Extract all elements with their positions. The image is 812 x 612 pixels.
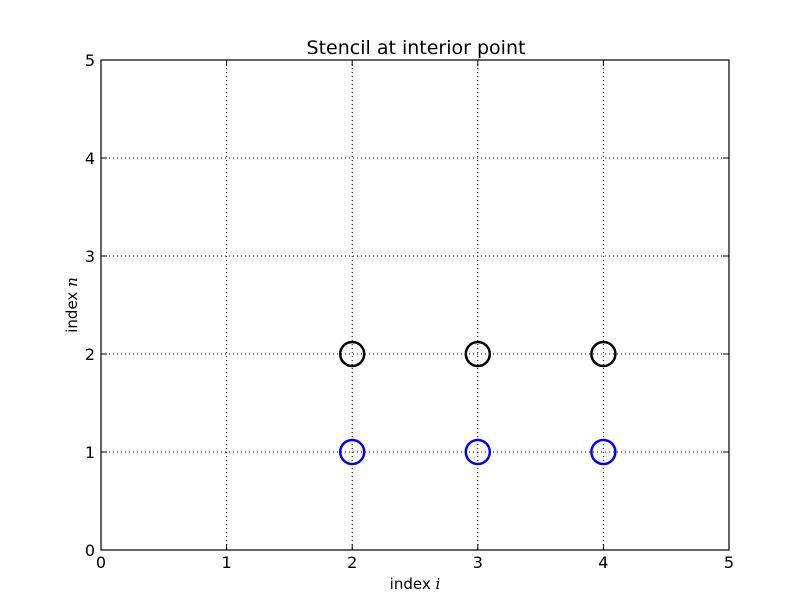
stencil-point-1-0 — [338, 438, 366, 466]
plot-frame — [100, 59, 730, 551]
stencil-point-0-0 — [338, 340, 366, 368]
x-tick-label: 0 — [96, 553, 106, 572]
y-tick-labels: 0 1 2 3 4 5 — [85, 51, 95, 560]
data-points — [338, 340, 617, 466]
x-tick-label: 3 — [473, 553, 483, 572]
y-tick-label: 0 — [85, 541, 95, 560]
x-tick-label: 4 — [598, 553, 608, 572]
x-tick-labels: 0 1 2 3 4 5 — [96, 553, 734, 572]
y-tick-label: 5 — [85, 51, 95, 70]
x-tick-label: 5 — [724, 553, 734, 572]
stencil-point-1-2 — [590, 438, 617, 466]
y-axis-label-variable: n — [63, 277, 81, 287]
stencil-point-1-1 — [464, 438, 492, 466]
x-axis-label: index i — [390, 575, 441, 593]
y-tick-label: 2 — [85, 345, 95, 364]
stencil-point-0-2 — [590, 340, 617, 368]
y-axis-label-text: index — [63, 292, 81, 333]
stencil-point-0-1 — [464, 340, 492, 368]
y-tick-label: 3 — [85, 247, 95, 266]
x-tick-label: 1 — [222, 553, 232, 572]
x-axis-label-text: index — [390, 575, 431, 593]
y-axis-label: index n — [63, 277, 81, 333]
x-axis-label-variable: i — [436, 575, 441, 593]
chart-title: Stencil at interior point — [307, 37, 526, 59]
y-tick-label: 4 — [85, 149, 95, 168]
x-tick-label: 2 — [347, 553, 357, 572]
y-tick-label: 1 — [85, 443, 95, 462]
